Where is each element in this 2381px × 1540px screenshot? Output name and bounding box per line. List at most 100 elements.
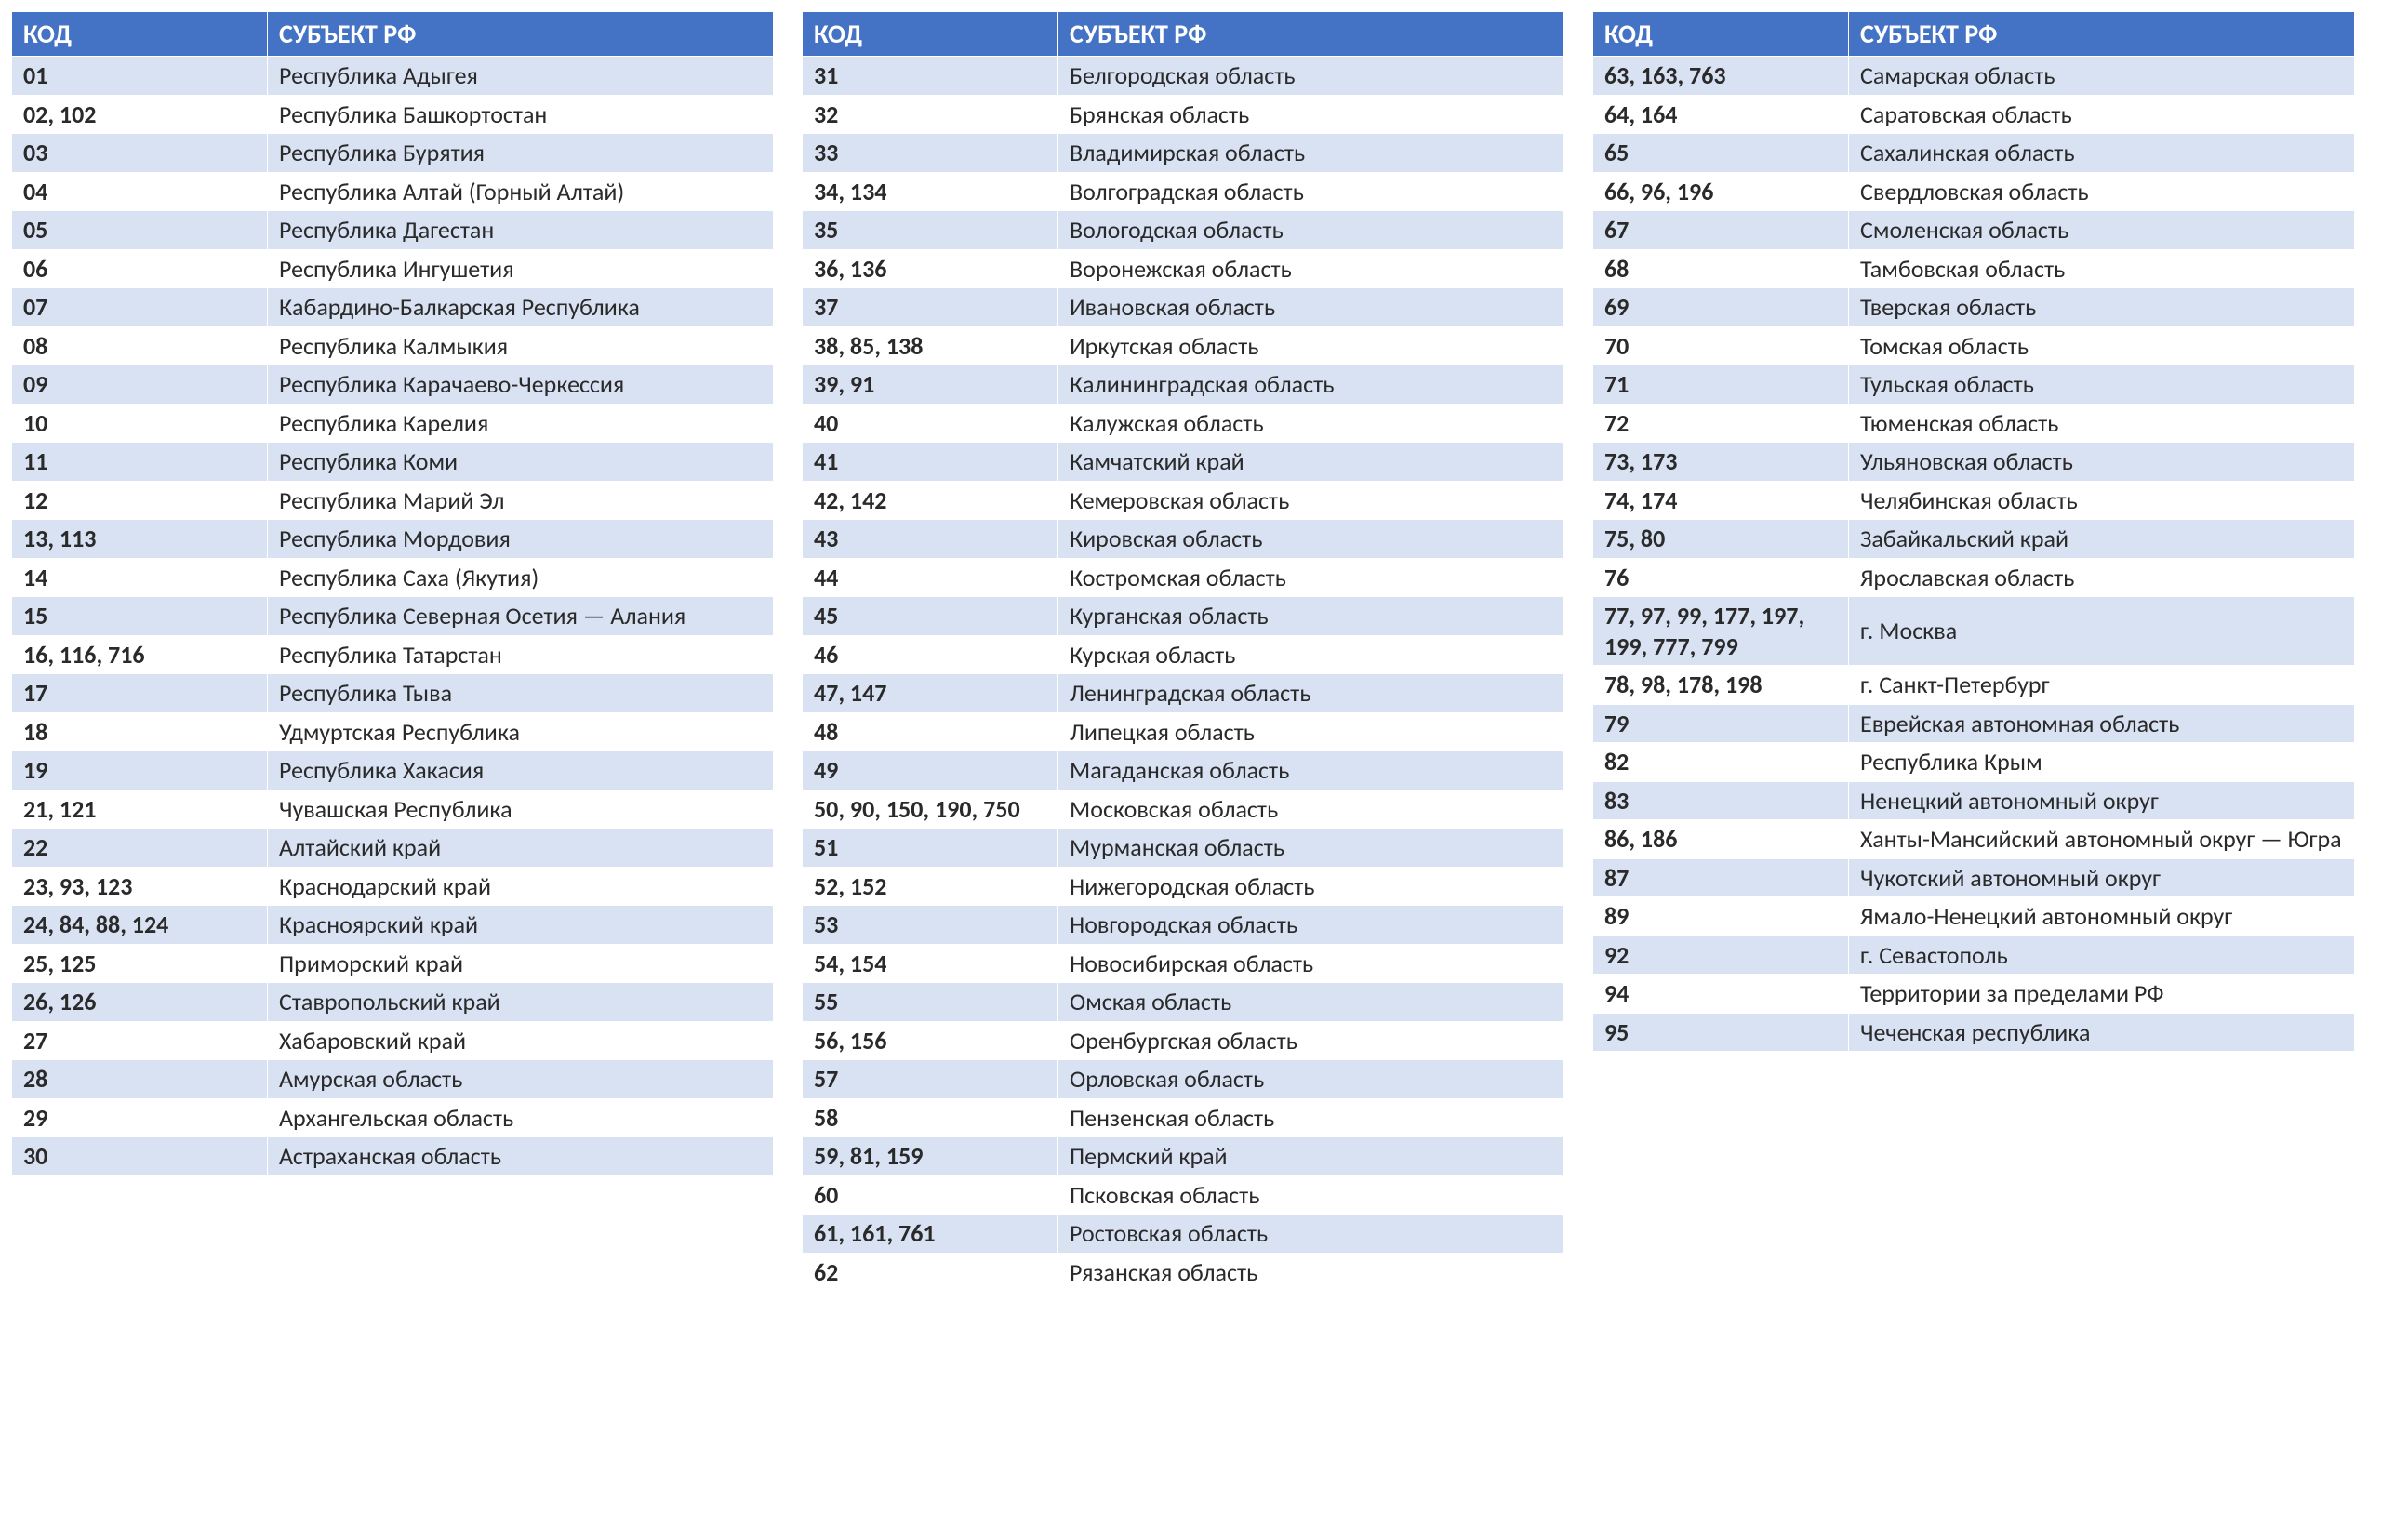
table-row: 16, 116, 716Республика Татарстан	[12, 635, 774, 674]
cell-subject: Курская область	[1058, 635, 1564, 674]
table-row: 57Орловская область	[803, 1060, 1564, 1099]
cell-code: 34, 134	[803, 172, 1058, 211]
cell-subject: Брянская область	[1058, 95, 1564, 134]
table-body-1: 01Республика Адыгея02, 102Республика Баш…	[12, 57, 774, 1176]
table-body-2: 31Белгородская область32Брянская область…	[803, 57, 1564, 1292]
table-row: 01Республика Адыгея	[12, 57, 774, 96]
cell-subject: Чеченская республика	[1849, 1013, 2355, 1052]
table-row: 21, 121Чувашская Республика	[12, 790, 774, 829]
table-row: 62Рязанская область	[803, 1253, 1564, 1292]
cell-subject: Московская область	[1058, 790, 1564, 829]
cell-code: 49	[803, 751, 1058, 790]
cell-code: 06	[12, 249, 268, 288]
table-row: 22Алтайский край	[12, 829, 774, 868]
table-row: 73, 173Ульяновская область	[1593, 443, 2355, 482]
cell-code: 89	[1593, 897, 1849, 936]
cell-code: 01	[12, 57, 268, 96]
cell-code: 15	[12, 597, 268, 636]
table-row: 45Курганская область	[803, 597, 1564, 636]
table-row: 41Камчатский край	[803, 443, 1564, 482]
cell-subject: Удмуртская Республика	[268, 712, 774, 751]
cell-code: 94	[1593, 975, 1849, 1014]
cell-code: 35	[803, 211, 1058, 250]
cell-subject: Амурская область	[268, 1060, 774, 1099]
cell-code: 52, 152	[803, 867, 1058, 906]
cell-subject: Челябинская область	[1849, 481, 2355, 520]
cell-subject: Тульская область	[1849, 365, 2355, 405]
table-row: 18Удмуртская Республика	[12, 712, 774, 751]
table-row: 15Республика Северная Осетия — Алания	[12, 597, 774, 636]
cell-code: 64, 164	[1593, 95, 1849, 134]
cell-subject: Республика Калмыкия	[268, 326, 774, 365]
cell-subject: Архангельская область	[268, 1098, 774, 1137]
cell-code: 71	[1593, 365, 1849, 405]
table-row: 52, 152Нижегородская область	[803, 867, 1564, 906]
table-row: 56, 156Оренбургская область	[803, 1021, 1564, 1060]
cell-subject: Сахалинская область	[1849, 134, 2355, 173]
table-row: 34, 134Волгоградская область	[803, 172, 1564, 211]
table-row: 02, 102Республика Башкортостан	[12, 95, 774, 134]
cell-code: 92	[1593, 936, 1849, 975]
table-row: 50, 90, 150, 190, 750Московская область	[803, 790, 1564, 829]
table-row: 59, 81, 159Пермский край	[803, 1137, 1564, 1176]
table-row: 48Липецкая область	[803, 712, 1564, 751]
table-row: 12Республика Марий Эл	[12, 481, 774, 520]
table-row: 86, 186Ханты-Мансийский автономный округ…	[1593, 820, 2355, 859]
cell-subject: Ростовская область	[1058, 1215, 1564, 1254]
cell-subject: Республика Крым	[1849, 743, 2355, 782]
cell-subject: г. Санкт-Петербург	[1849, 666, 2355, 705]
cell-code: 30	[12, 1137, 268, 1176]
cell-code: 45	[803, 597, 1058, 636]
table-row: 25, 125Приморский край	[12, 944, 774, 983]
table-row: 89Ямало-Ненецкий автономный округ	[1593, 897, 2355, 936]
table-row: 64, 164Саратовская область	[1593, 95, 2355, 134]
cell-code: 58	[803, 1098, 1058, 1137]
cell-code: 79	[1593, 704, 1849, 743]
cell-code: 36, 136	[803, 249, 1058, 288]
cell-code: 76	[1593, 558, 1849, 597]
cell-code: 39, 91	[803, 365, 1058, 405]
cell-subject: Республика Северная Осетия — Алания	[268, 597, 774, 636]
cell-code: 05	[12, 211, 268, 250]
cell-subject: Ярославская область	[1849, 558, 2355, 597]
cell-subject: Волгоградская область	[1058, 172, 1564, 211]
cell-code: 31	[803, 57, 1058, 96]
cell-code: 13, 113	[12, 520, 268, 559]
cell-code: 77, 97, 99, 177, 197, 199, 777, 799	[1593, 597, 1849, 666]
cell-subject: Еврейская автономная область	[1849, 704, 2355, 743]
table-row: 75, 80Забайкальский край	[1593, 520, 2355, 559]
cell-subject: Пермский край	[1058, 1137, 1564, 1176]
cell-code: 60	[803, 1175, 1058, 1215]
col-header-code: КОД	[12, 12, 268, 57]
cell-code: 95	[1593, 1013, 1849, 1052]
cell-subject: Хабаровский край	[268, 1021, 774, 1060]
cell-code: 62	[803, 1253, 1058, 1292]
table-row: 76Ярославская область	[1593, 558, 2355, 597]
cell-subject: Тверская область	[1849, 288, 2355, 327]
table-row: 92г. Севастополь	[1593, 936, 2355, 975]
table-row: 19Республика Хакасия	[12, 751, 774, 790]
cell-subject: Вологодская область	[1058, 211, 1564, 250]
cell-subject: Ненецкий автономный округ	[1849, 781, 2355, 820]
cell-code: 10	[12, 404, 268, 443]
cell-subject: Красноярский край	[268, 906, 774, 945]
cell-subject: Республика Хакасия	[268, 751, 774, 790]
cell-subject: Ивановская область	[1058, 288, 1564, 327]
cell-subject: г. Москва	[1849, 597, 2355, 666]
cell-code: 65	[1593, 134, 1849, 173]
table-row: 37Ивановская область	[803, 288, 1564, 327]
table-row: 13, 113Республика Мордовия	[12, 520, 774, 559]
cell-subject: Псковская область	[1058, 1175, 1564, 1215]
cell-subject: Республика Алтай (Горный Алтай)	[268, 172, 774, 211]
cell-subject: Республика Тыва	[268, 674, 774, 713]
col-header-subject: СУБЪЕКТ РФ	[268, 12, 774, 57]
cell-subject: Территории за пределами РФ	[1849, 975, 2355, 1014]
table-row: 11Республика Коми	[12, 443, 774, 482]
cell-subject: Краснодарский край	[268, 867, 774, 906]
cell-code: 21, 121	[12, 790, 268, 829]
cell-subject: Оренбургская область	[1058, 1021, 1564, 1060]
table-row: 54, 154Новосибирская область	[803, 944, 1564, 983]
col-header-code: КОД	[803, 12, 1058, 57]
region-table-2: КОД СУБЪЕКТ РФ 31Белгородская область32Б…	[802, 11, 1564, 1292]
table-row: 70Томская область	[1593, 326, 2355, 365]
